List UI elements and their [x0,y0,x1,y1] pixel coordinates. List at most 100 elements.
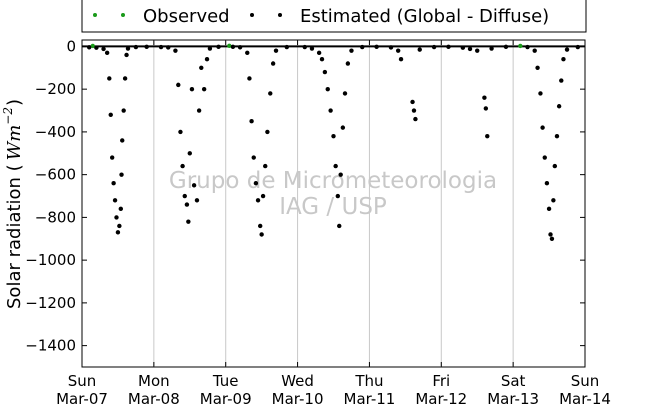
x-tick-label-date: Mar-10 [272,390,324,408]
estimated-point [316,50,322,56]
estimated-point [388,45,394,50]
y-axis-label-suffix: ) [4,99,25,106]
estimated-point [309,46,315,51]
estimated-point [395,48,401,53]
estimated-point [107,76,112,81]
estimated-point [118,206,124,212]
estimated-point [245,50,250,56]
estimated-point [194,198,200,203]
x-tick-label-weekday: Tue [212,372,239,390]
estimated-point [535,65,540,70]
x-tick-label-weekday: Fri [432,372,450,390]
estimated-point [237,45,243,50]
legend: Observed Estimated (Global - Diffuse) [81,0,587,33]
estimated-point [546,206,552,212]
estimated-point [259,232,264,237]
observed-point [518,43,523,49]
estimated-point [575,44,581,50]
estimated-point [538,91,543,96]
estimated-point [268,91,273,96]
estimated-point [260,193,266,199]
estimated-point [360,44,365,50]
estimated-point [460,45,466,50]
estimated-point [86,45,92,50]
estimated-point [503,44,509,50]
x-tick-label-weekday: Sat [501,372,526,390]
y-axis-label-unit: Wm [4,125,25,161]
legend-marker-estimated [250,13,254,17]
estimated-point [284,44,289,50]
x-tick-label-date: Mar-08 [128,390,180,408]
estimated-point [249,119,254,124]
x-tick-label-weekday: Wed [281,372,314,390]
estimated-point [186,219,191,224]
estimated-point [158,44,164,50]
estimated-point [263,163,268,169]
estimated-point [544,180,550,186]
x-tick-label-weekday: Mon [138,372,170,390]
estimated-point [322,69,328,75]
estimated-point [176,82,181,88]
estimated-point [331,133,336,139]
estimated-point [201,86,207,92]
estimated-point [109,155,115,160]
estimated-point [144,44,149,50]
y-tick-label: −800 [35,208,76,226]
estimated-point [559,78,564,83]
estimated-point [230,44,236,50]
legend-marker-observed [121,13,125,17]
estimated-point [173,48,178,53]
estimated-point [398,57,404,62]
estimated-point [204,57,210,62]
estimated-point [207,46,213,51]
estimated-point [125,46,131,51]
estimated-point [115,230,121,235]
legend-marker-observed [93,13,97,17]
estimated-point [489,46,494,51]
estimated-point [483,106,489,111]
estimated-point [411,108,417,113]
watermark-line-1: Grupo de Micrometeorologia [169,168,497,194]
watermark: Grupo de Micrometeorologia IAG / USP [169,168,497,220]
estimated-point [374,44,379,50]
x-tick-label-date: Mar-13 [487,390,539,408]
x-tick-label-weekday: Sun [68,372,97,390]
y-tick-label: −1400 [25,337,76,355]
watermark-line-2: IAG / USP [279,194,387,220]
estimated-point [101,46,106,52]
estimated-point [119,172,124,177]
estimated-point [255,198,261,203]
estimated-point [556,104,562,109]
legend-box [81,0,587,33]
estimated-point [410,99,415,105]
x-axis-ticks: SunMar-07MonMar-08TueMar-09WedMar-10ThuM… [56,40,611,408]
estimated-point [112,198,118,203]
estimated-point [302,44,307,50]
estimated-point [564,47,570,52]
estimated-point [199,65,204,70]
estimated-point [446,44,451,50]
estimated-point [485,133,490,139]
estimated-point [554,133,560,139]
legend-marker-estimated [278,13,282,17]
x-tick-label-date: Mar-14 [559,390,611,408]
estimated-point [122,76,128,81]
estimated-point [340,125,346,130]
estimated-point [216,44,221,50]
x-tick-label-date: Mar-07 [56,390,108,408]
y-axis-label-prefix: Solar radiation ( [4,164,25,309]
estimated-point [551,198,556,203]
estimated-point [349,48,354,53]
estimated-point [431,44,437,50]
estimated-point [191,183,197,188]
estimated-point [94,45,99,50]
y-axis-ticks: 0 −200 −400 −600 −800 −1000 −1200 −1400 [25,37,585,355]
estimated-point [342,91,348,96]
estimated-point [337,223,342,229]
estimated-point [270,61,276,66]
estimated-point [184,202,190,207]
estimated-point [319,57,325,62]
estimated-point [552,163,558,169]
